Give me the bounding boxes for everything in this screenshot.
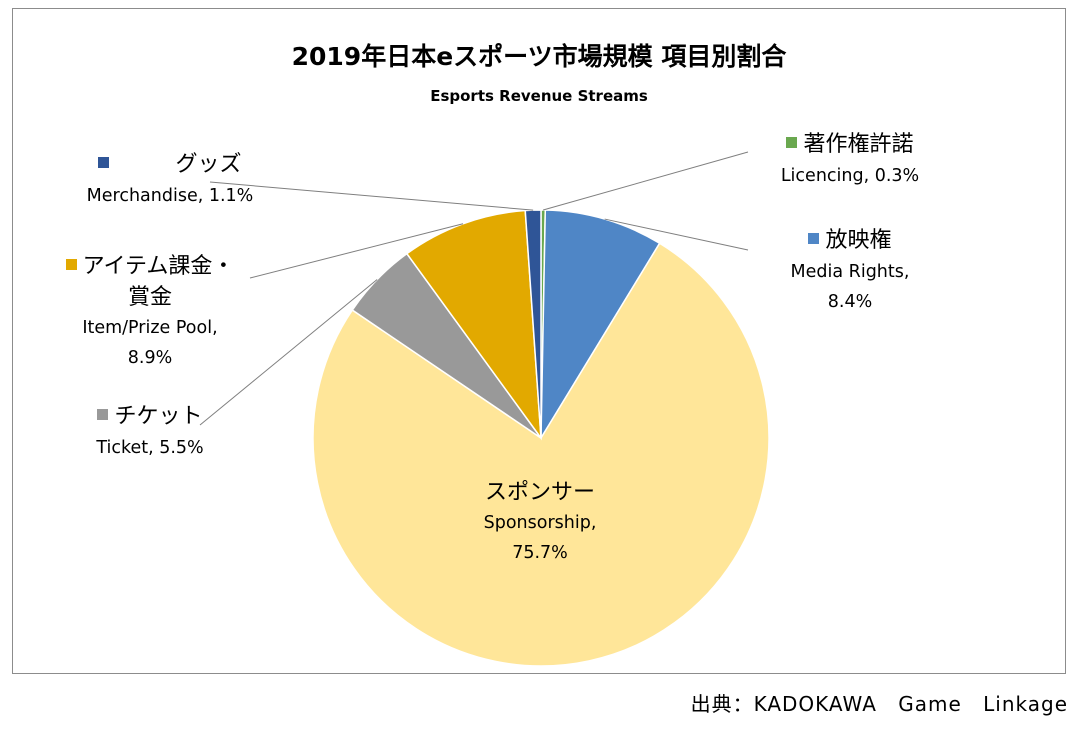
leader-line-5 <box>209 181 534 211</box>
label-ticket-jp: チケット <box>114 404 203 429</box>
item-prize-swatch <box>65 259 77 270</box>
label-ticket-en: Ticket, 5.5% <box>96 438 204 458</box>
media-rights-swatch <box>808 233 820 244</box>
label-item-prize-pct: 8.9% <box>127 348 173 368</box>
label-media-rights-pct: 8.4% <box>827 292 873 312</box>
leader-line-0 <box>543 151 749 211</box>
label-item-prize-jp2: 賞金 <box>127 285 172 310</box>
label-item-prize: アイテム課金・ 賞金 Item/Prize Pool, 8.9% <box>30 252 270 373</box>
label-licencing-jp: 著作権許諾 <box>803 132 914 157</box>
label-merchandise-en: Merchandise, 1.1% <box>86 186 254 206</box>
source-note: 出典：KADOKAWA Game Linkage <box>690 692 1068 716</box>
label-sponsorship-pct: 75.7% <box>512 543 568 563</box>
label-sponsorship: スポンサー Sponsorship, 75.7% <box>440 478 640 568</box>
label-licencing-en: Licencing, 0.3% <box>780 166 920 186</box>
leader-line-1 <box>604 218 749 251</box>
leader-line-3 <box>199 279 378 426</box>
merchandise-swatch <box>98 157 110 168</box>
ticket-swatch <box>97 409 109 420</box>
chart-frame: 2019年日本eスポーツ市場規模 項目別割合 Esports Revenue S… <box>12 8 1066 674</box>
pie-slice-4 <box>405 209 542 441</box>
label-sponsorship-en: Sponsorship, <box>483 513 597 533</box>
label-licencing: 著作権許諾 Licencing, 0.3% <box>760 130 940 191</box>
label-media-rights: 放映権 Media Rights, 8.4% <box>760 226 940 317</box>
licencing-swatch <box>786 137 798 148</box>
label-media-rights-jp: 放映権 <box>825 228 892 253</box>
leader-line-4 <box>249 223 464 279</box>
label-merchandise: グッズ Merchandise, 1.1% <box>40 150 300 211</box>
chart-title: 2019年日本eスポーツ市場規模 項目別割合 <box>291 42 787 71</box>
label-item-prize-jp: アイテム課金・ <box>82 254 235 279</box>
chart-subtitle: Esports Revenue Streams <box>430 87 648 105</box>
label-item-prize-en: Item/Prize Pool, <box>82 318 218 338</box>
pie-slice-5 <box>524 209 542 439</box>
label-sponsorship-jp: スポンサー <box>484 480 595 505</box>
label-merchandise-jp: グッズ <box>175 152 242 177</box>
label-media-rights-en: Media Rights, <box>790 262 910 282</box>
pie-slice-2 <box>312 242 770 667</box>
label-ticket: チケット Ticket, 5.5% <box>50 402 250 463</box>
